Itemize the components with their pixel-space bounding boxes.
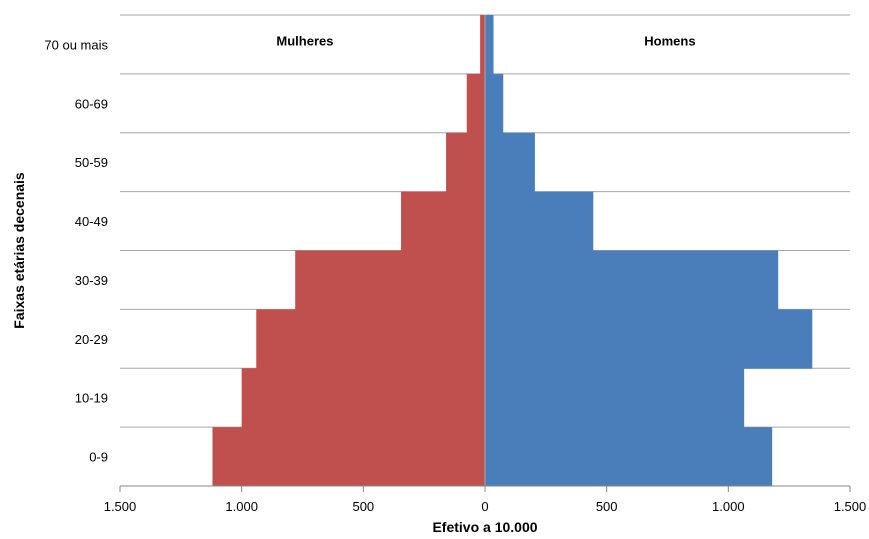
y-tick-label: 0-9 (89, 450, 108, 465)
y-tick-label: 40-49 (75, 214, 108, 229)
bars (212, 15, 813, 487)
bar-homens-60-69 (485, 73, 504, 134)
x-tick-label: 500 (596, 499, 618, 514)
y-axis-title: Faixas etárias decenais (11, 172, 27, 329)
x-axis-title: Efetivo a 10.000 (432, 519, 537, 535)
bar-mulheres-10-19 (241, 368, 485, 428)
y-tick-label: 20-29 (75, 332, 108, 347)
y-tick-label: 30-39 (75, 273, 108, 288)
bar-homens-10-19 (485, 368, 745, 428)
x-axis: 1.500 1.000 500 0 500 1.000 1.500 (104, 485, 867, 514)
x-tick-label: 1.500 (104, 499, 137, 514)
x-tick-label: 500 (352, 499, 374, 514)
x-tick-label: 0 (481, 499, 488, 514)
x-tick-label: 1.000 (225, 499, 258, 514)
bar-homens-40-49 (485, 191, 594, 251)
bar-homens-20-29 (485, 309, 813, 369)
bar-homens-0-9 (485, 427, 773, 487)
bar-mulheres-30-39 (295, 250, 485, 310)
bar-mulheres-70-ou-mais (480, 15, 485, 75)
bar-mulheres-40-49 (401, 191, 485, 251)
bar-homens-30-39 (485, 250, 779, 310)
y-tick-label: 10-19 (75, 391, 108, 406)
series-label-homens: Homens (644, 33, 695, 48)
y-tick-label: 70 ou mais (44, 37, 108, 52)
y-tick-label: 60-69 (75, 96, 108, 111)
bar-mulheres-0-9 (212, 427, 485, 487)
bar-homens-70-ou-mais (485, 15, 494, 75)
bar-mulheres-20-29 (256, 309, 485, 369)
bar-mulheres-50-59 (446, 132, 485, 193)
series-label-mulheres: Mulheres (276, 33, 333, 48)
bar-homens-50-59 (485, 132, 535, 193)
y-tick-label: 50-59 (75, 155, 108, 170)
x-tick-label: 1.000 (712, 499, 745, 514)
y-axis-labels: 0-9 10-19 20-29 30-39 40-49 50-59 60-69 70 ou m… (44, 37, 108, 464)
bar-mulheres-60-69 (466, 73, 485, 134)
x-tick-label: 1.500 (834, 499, 867, 514)
